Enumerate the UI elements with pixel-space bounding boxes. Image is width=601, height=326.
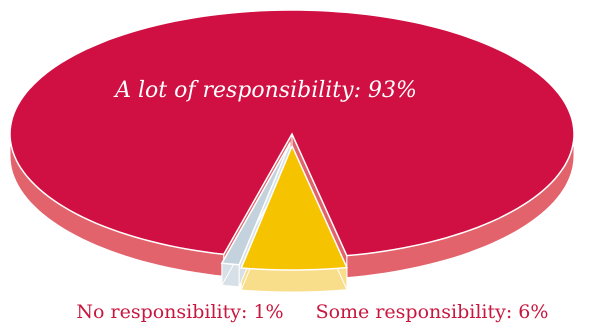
slice-label-a-lot: A lot of responsibility: 93%: [113, 78, 417, 103]
pie-tops: [9, 9, 575, 271]
slice-label-some: Some responsibility: 6%: [316, 301, 549, 323]
slice-side-some-responsibility: [240, 267, 348, 293]
slice-label-none: No responsibility: 1%: [76, 301, 283, 323]
slice-no-responsibility: [220, 142, 291, 266]
slice-a-lot-of-responsibility: [9, 9, 575, 257]
slice-some-responsibility: [240, 144, 349, 271]
